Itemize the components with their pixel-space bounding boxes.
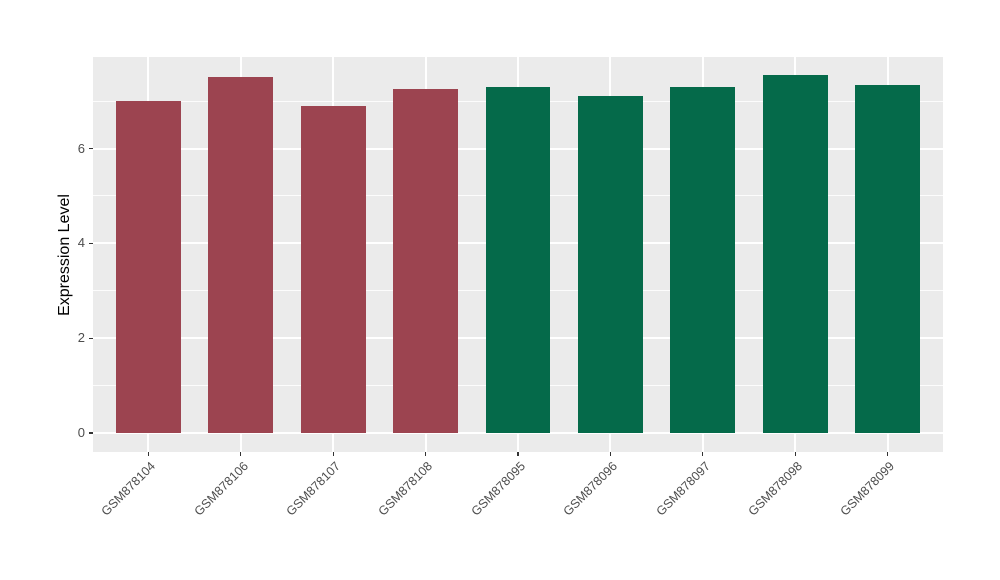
x-tick-mark: [240, 452, 242, 456]
x-tick-mark: [147, 452, 150, 456]
y-axis-title: Expression Level: [56, 193, 73, 316]
y-tick-mark: [89, 432, 93, 434]
x-tick-mark: [886, 452, 889, 456]
x-tick-label: GSM878104: [98, 459, 159, 519]
x-tick-mark: [702, 452, 704, 456]
y-tick-label: 0: [77, 425, 85, 441]
x-tick-label: GSM878099: [837, 459, 898, 519]
plot-panel: [93, 57, 943, 452]
y-tick-label: 2: [77, 330, 85, 346]
y-tick-mark: [89, 337, 93, 339]
bar: [393, 89, 458, 434]
y-tick-mark: [89, 242, 93, 244]
bar: [116, 101, 181, 434]
bar: [578, 96, 643, 434]
y-tick-label: 4: [77, 235, 85, 251]
bar: [485, 86, 551, 434]
x-tick-mark: [517, 452, 519, 456]
y-tick-mark: [89, 147, 93, 150]
bar: [670, 86, 736, 434]
x-tick-label: GSM878096: [560, 459, 621, 519]
bar: [855, 84, 920, 434]
x-tick-label: GSM878108: [375, 459, 436, 519]
y-tick-label: 6: [77, 140, 85, 156]
bar: [762, 75, 828, 434]
x-tick-mark: [332, 452, 334, 456]
x-tick-label: GSM878097: [653, 459, 713, 519]
x-tick-mark: [609, 452, 611, 456]
bar: [300, 105, 366, 434]
x-tick-label: GSM878098: [745, 459, 806, 519]
bar: [208, 77, 274, 434]
x-tick-label: GSM878095: [468, 459, 528, 519]
x-tick-label: GSM878106: [191, 459, 251, 519]
x-tick-mark: [425, 452, 427, 456]
x-tick-label: GSM878107: [283, 459, 344, 519]
x-tick-mark: [794, 452, 796, 456]
